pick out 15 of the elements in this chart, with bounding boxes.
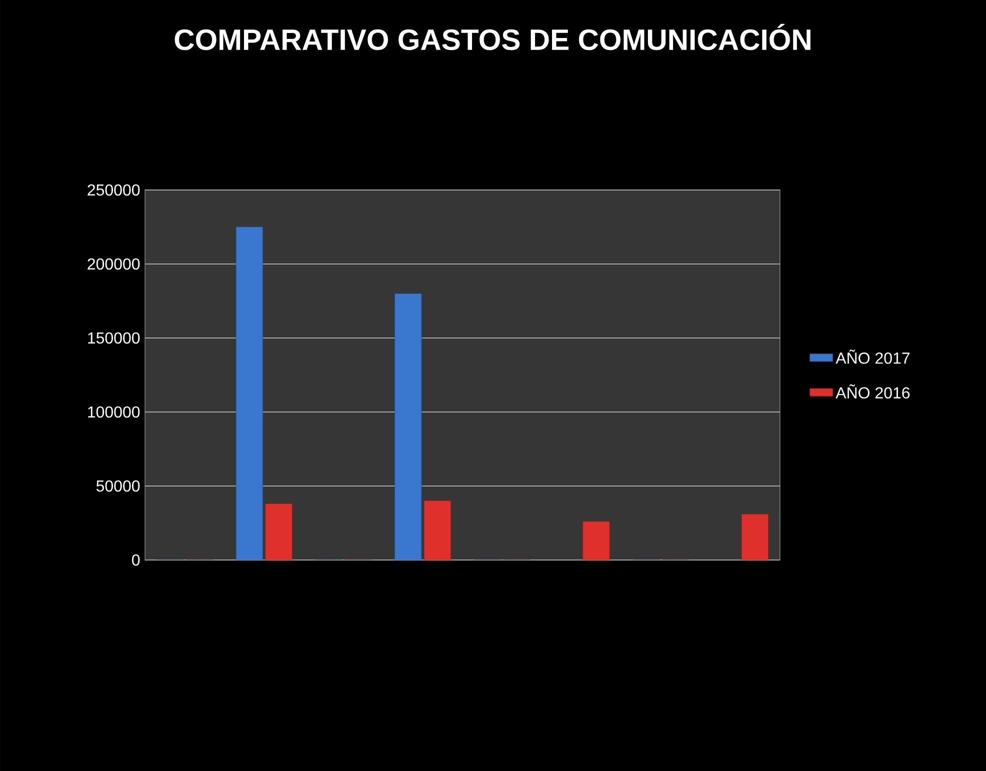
legend-label: AÑO 2016	[836, 384, 910, 399]
y-tick-label: 250000	[88, 184, 140, 196]
y-tick-label: 200000	[88, 258, 140, 270]
y-tick-label: 150000	[88, 332, 140, 344]
y-tick-label: 50000	[96, 480, 140, 492]
legend-label: AÑO 2017	[836, 350, 910, 364]
bar	[741, 514, 769, 560]
bar	[582, 521, 610, 560]
chart-title: COMPARATIVO GASTOS DE COMUNICACIÓN	[174, 24, 810, 50]
y-tick-label: 100000	[88, 406, 140, 418]
bar	[394, 293, 422, 560]
y-tick-label: 0	[132, 554, 140, 566]
bar	[236, 226, 264, 560]
bar	[424, 500, 452, 560]
bar	[265, 503, 292, 560]
